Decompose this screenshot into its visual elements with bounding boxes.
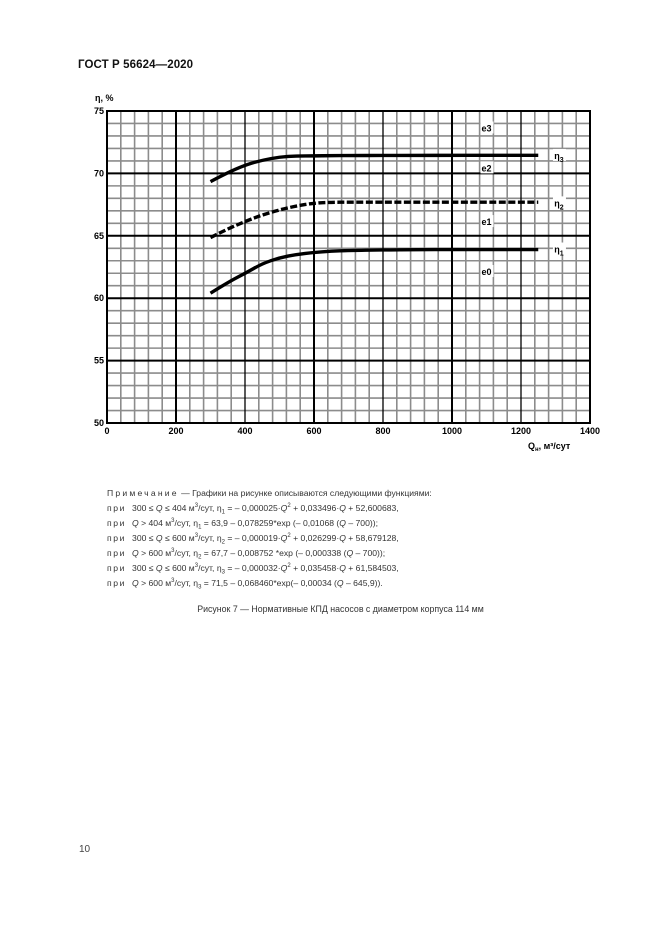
svg-text:70: 70 (94, 168, 104, 178)
note-condition-prefix: при (107, 518, 127, 528)
curve-η3 (209, 153, 539, 184)
note-condition-prefix: при (107, 503, 127, 513)
svg-text:400: 400 (237, 426, 252, 436)
note-formula-line: при 300 ≤ Q ≤ 600 м3/сут, η2 = – 0,000019… (107, 531, 432, 546)
note-condition-prefix: при (107, 548, 127, 558)
note-formula-text: 300 ≤ Q ≤ 600 м3/сут, η2 = – 0,000019·Q2… (132, 533, 399, 546)
y-axis-label: η, % (95, 93, 114, 103)
annotation-е2: е2 (481, 163, 491, 173)
svg-text:200: 200 (168, 426, 183, 436)
chart-note: Примечание — Графики на рисунке описываю… (107, 486, 432, 591)
note-formula-line: при Q > 600 м3/сут, η2 = 67,7 – 0,008752 … (107, 546, 432, 561)
note-formula-text: 300 ≤ Q ≤ 600 м3/сут, η3 = – 0,000032·Q2… (132, 563, 399, 576)
svg-text:65: 65 (94, 231, 104, 241)
annotation-η1: η1 (554, 245, 564, 258)
svg-text:55: 55 (94, 356, 104, 366)
minor-grid (107, 111, 590, 423)
note-formula-line: при 300 ≤ Q ≤ 404 м3/сут, η1 = – 0,000025… (107, 501, 432, 516)
note-intro: Примечание — Графики на рисунке описываю… (107, 486, 432, 501)
svg-text:1200: 1200 (511, 426, 531, 436)
note-formula-line: при Q > 404 м3/сут, η1 = 63,9 – 0,078259*… (107, 516, 432, 531)
svg-text:60: 60 (94, 293, 104, 303)
svg-text:75: 75 (94, 106, 104, 116)
note-formula-text: Q > 404 м3/сут, η1 = 63,9 – 0,078259*exp… (132, 518, 378, 531)
note-formula-line: при Q > 600 м3/сут, η3 = 71,5 – 0,068460*… (107, 576, 432, 591)
svg-text:1400: 1400 (580, 426, 600, 436)
svg-text:600: 600 (306, 426, 321, 436)
curve-η2 (209, 200, 539, 240)
svg-text:1000: 1000 (442, 426, 462, 436)
figure-caption: Рисунок 7 — Нормативные КПД насосов с ди… (197, 604, 484, 614)
svg-text:800: 800 (375, 426, 390, 436)
note-label: Примечание (107, 488, 179, 498)
note-intro-text: — Графики на рисунке описываются следующ… (181, 488, 432, 498)
axis-ticks: 0 200 400 600 800 1000 1200 1400 75 70 65 60 55 50 (94, 106, 600, 436)
efficiency-chart: 0 200 400 600 800 1000 1200 1400 75 70 65 60 55 50 е3… (94, 93, 600, 453)
curve-η1 (209, 247, 539, 295)
note-condition-prefix: при (107, 533, 127, 543)
note-formula-text: Q > 600 м3/сут, η2 = 67,7 – 0,008752 *ex… (132, 548, 386, 561)
note-formula-text: 300 ≤ Q ≤ 404 м3/сут, η1 = – 0,000025·Q2… (132, 503, 399, 516)
document-header: ГОСТ Р 56624—2020 (78, 59, 194, 71)
note-condition-prefix: при (107, 563, 127, 573)
note-formulas: при 300 ≤ Q ≤ 404 м3/сут, η1 = – 0,000025… (107, 501, 432, 591)
annotation-е1: е1 (481, 217, 491, 227)
annotation-η3: η3 (554, 151, 564, 164)
svg-text:50: 50 (94, 418, 104, 428)
x-axis-label: Qн, м³/сут (528, 441, 571, 453)
curve-annotations: е3 е2 е1 е0 η3 η2 η1 (480, 121, 566, 277)
note-formula-text: Q > 600 м3/сут, η3 = 71,5 – 0,068460*exp… (132, 578, 383, 591)
annotation-е0: е0 (481, 267, 491, 277)
note-condition-prefix: при (107, 578, 127, 588)
efficiency-curves (209, 153, 539, 295)
svg-text:0: 0 (104, 426, 109, 436)
annotation-η2: η2 (554, 198, 564, 211)
note-formula-line: при 300 ≤ Q ≤ 600 м3/сут, η3 = – 0,000032… (107, 561, 432, 576)
page-number: 10 (79, 844, 91, 855)
annotation-е3: е3 (481, 123, 491, 133)
major-grid (106, 110, 591, 424)
